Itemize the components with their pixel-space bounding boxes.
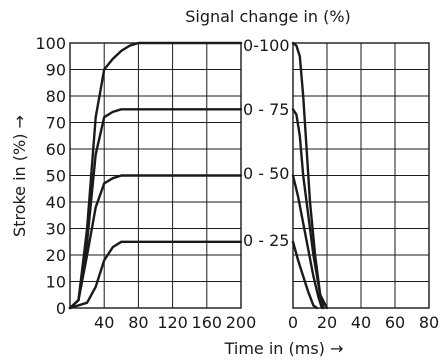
curve-series-2: [291, 108, 325, 310]
curve-series-1: [68, 41, 243, 310]
x-tick-label: 40: [351, 313, 371, 332]
x-tick-label: 60: [385, 313, 405, 332]
left-curves: [68, 41, 243, 310]
x-tick-label: 0: [288, 313, 298, 332]
right-curves: [291, 41, 329, 310]
y-tick-label: 10: [46, 273, 66, 292]
y-tick-label: 50: [46, 167, 66, 186]
right-x-tick-labels: 0 20 40 60 80: [288, 313, 439, 332]
y-tick-label: 40: [46, 193, 66, 212]
left-x-tick-labels: 40 80 120 160 200: [94, 313, 256, 332]
annotation-range-0-75: 0 - 75: [243, 100, 289, 119]
curve-series-3: [68, 174, 243, 310]
curve-series-4: [68, 240, 243, 310]
x-axis-title: Time in (ms) →: [224, 339, 344, 358]
x-tick-label: 80: [128, 313, 148, 332]
x-tick-label: 20: [317, 313, 337, 332]
annotation-range-0-50: 0 - 50: [243, 164, 289, 183]
y-tick-label: 80: [46, 87, 66, 106]
right-chart-panel: 0 20 40 60 80: [288, 41, 439, 332]
curve-series-3: [291, 174, 324, 310]
y-tick-label: 0: [56, 299, 66, 318]
x-tick-label: 80: [419, 313, 439, 332]
y-tick-label: 100: [35, 34, 66, 53]
left-chart-panel: 0 10 20 30 40 50 60 70 80 90 100 40 80 120 160 200: [35, 34, 256, 332]
y-tick-label: 30: [46, 220, 66, 239]
annotation-range-0-25: 0 - 25: [243, 231, 289, 250]
y-axis-title: Stroke in (%) →: [10, 115, 29, 237]
chart-title: Signal change in (%): [185, 7, 351, 26]
y-tick-label: 90: [46, 61, 66, 80]
x-tick-label: 200: [226, 313, 257, 332]
y-tick-label: 20: [46, 246, 66, 265]
x-tick-label: 160: [192, 313, 223, 332]
left-y-tick-labels: 0 10 20 30 40 50 60 70 80 90 100: [35, 34, 66, 318]
x-tick-label: 40: [94, 313, 114, 332]
y-tick-label: 70: [46, 114, 66, 133]
curve-series-4: [291, 240, 318, 310]
annotation-range-0-100: 0-100: [243, 36, 290, 55]
right-grid: [293, 43, 429, 308]
y-tick-label: 60: [46, 140, 66, 159]
x-tick-label: 120: [157, 313, 188, 332]
range-annotations: 0-100 0 - 75 0 - 50 0 - 25: [243, 36, 290, 250]
